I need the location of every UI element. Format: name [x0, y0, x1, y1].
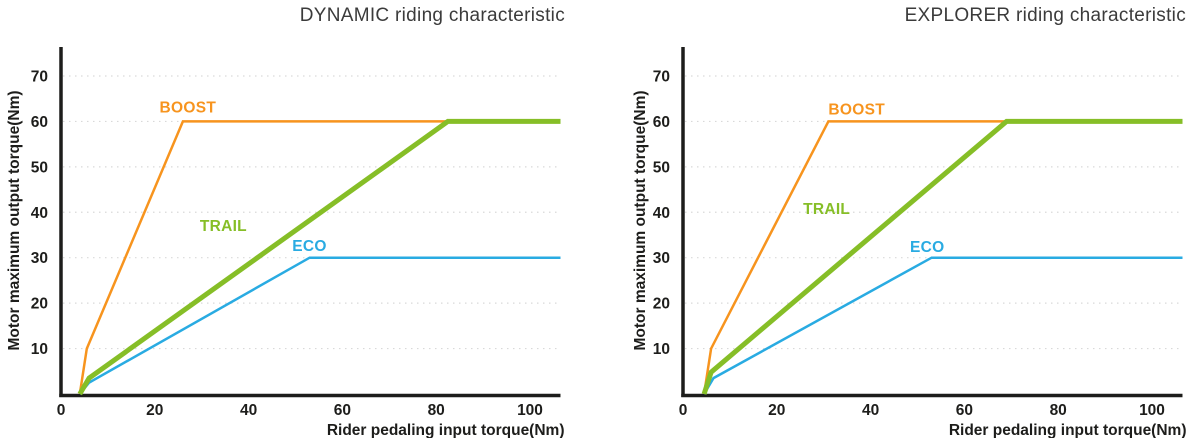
- y-tick-label: 20: [31, 296, 48, 313]
- y-tick-label: 40: [653, 205, 670, 222]
- x-tick-label: 40: [240, 402, 257, 419]
- y-tick-label: 60: [653, 114, 670, 131]
- chart-plot-dynamic: 0 20 40 60 80 100 10 20 30 40 50 60 70 Rider pedaling…: [6, 47, 565, 438]
- y-tick-label: 20: [653, 296, 670, 313]
- y-tick-label: 70: [31, 68, 48, 85]
- x-tick-label: 40: [862, 402, 879, 419]
- x-tick-label: 60: [334, 402, 351, 419]
- x-axis-title: Rider pedaling input torque(Nm): [327, 422, 565, 438]
- x-tick-label: 100: [517, 402, 543, 419]
- x-tick-label: 60: [956, 402, 973, 419]
- y-tick-label: 30: [653, 250, 670, 267]
- y-tick-label: 50: [31, 159, 48, 176]
- x-axis-title: Rider pedaling input torque(Nm): [949, 422, 1187, 438]
- y-tick-label: 30: [31, 250, 48, 267]
- chart-title-dynamic: DYNAMIC riding characteristic: [299, 5, 565, 26]
- series-line-eco: [78, 256, 561, 395]
- y-tick-label: 50: [653, 159, 670, 176]
- chart-panel-explorer: 0 20 40 60 80 100 10 20 30 40 50 60 70 Rider pedaling…: [600, 0, 1200, 438]
- chart-title-explorer: EXPLORER riding characteristic: [904, 5, 1186, 26]
- y-tick-label: 10: [653, 341, 670, 358]
- series-label-boost: BOOST: [828, 102, 885, 119]
- y-tick-label: 70: [653, 68, 670, 85]
- series-line-boost: [78, 120, 561, 395]
- series-line-trail: [701, 118, 1183, 395]
- y-tick-label: 10: [31, 341, 48, 358]
- x-tick-label: 0: [57, 402, 66, 419]
- series-label-trail: TRAIL: [803, 201, 850, 218]
- y-axis-title: Motor maximum output torque(Nm): [6, 90, 23, 350]
- x-tick-label: 20: [146, 402, 163, 419]
- x-tick-label: 0: [679, 402, 688, 419]
- x-tick-label: 80: [1050, 402, 1067, 419]
- series-label-eco: ECO: [292, 238, 327, 255]
- x-tick-label: 100: [1139, 402, 1165, 419]
- chart-panel-dynamic: 0 20 40 60 80 100 10 20 30 40 50 60 70 Rider pedaling…: [6, 5, 565, 438]
- x-tick-label: 80: [428, 402, 445, 419]
- x-tick-label: 20: [768, 402, 785, 419]
- series-line-eco: [703, 256, 1183, 395]
- y-tick-label: 60: [31, 114, 48, 131]
- series-label-eco: ECO: [910, 239, 945, 256]
- y-tick-label: 40: [31, 205, 48, 222]
- series-line-trail: [77, 118, 561, 396]
- chart-plot-explorer: 0 20 40 60 80 100 10 20 30 40 50 60 70 Rider pedaling…: [632, 47, 1187, 438]
- series-label-boost: BOOST: [159, 99, 216, 116]
- y-axis-title: Motor maximum output torque(Nm): [632, 90, 649, 350]
- series-label-trail: TRAIL: [200, 218, 247, 235]
